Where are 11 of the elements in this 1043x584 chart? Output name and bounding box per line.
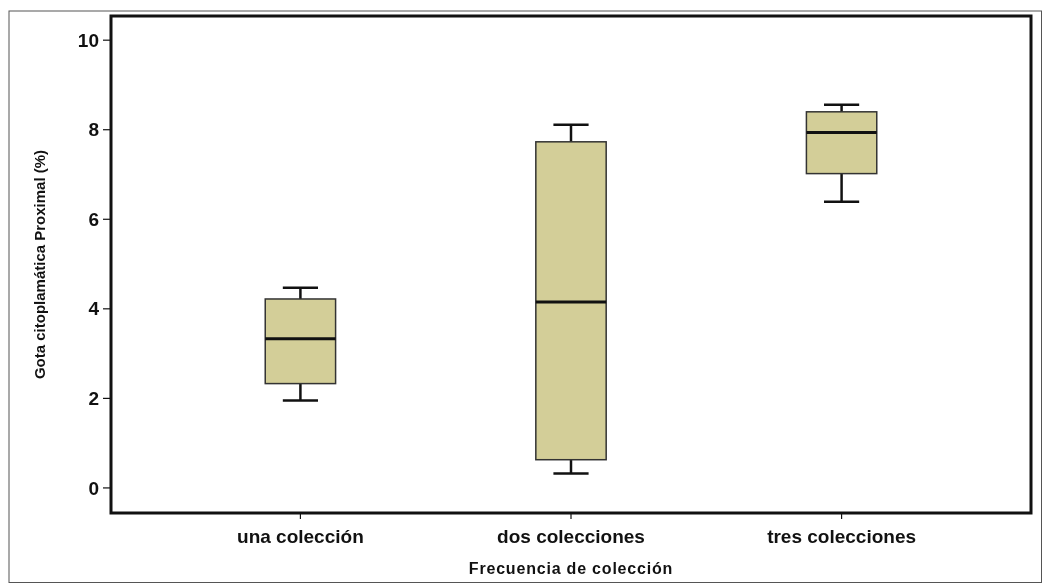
x-axis-title: Frecuencia de colección bbox=[468, 560, 674, 577]
y-axis-title: Gota citoplamática Proximal (%) bbox=[31, 149, 48, 380]
y-tick-label: 2 bbox=[88, 388, 99, 410]
x-tick-label: tres colecciones bbox=[767, 526, 917, 547]
y-tick-label: 6 bbox=[88, 208, 99, 230]
y-tick-label: 10 bbox=[77, 29, 99, 51]
x-tick-label: dos colecciones bbox=[497, 526, 645, 547]
y-tick-label: 4 bbox=[88, 298, 100, 320]
x-tick-label: una colección bbox=[237, 526, 364, 547]
y-tick-label: 8 bbox=[88, 119, 99, 141]
y-tick-label: 0 bbox=[88, 477, 99, 499]
